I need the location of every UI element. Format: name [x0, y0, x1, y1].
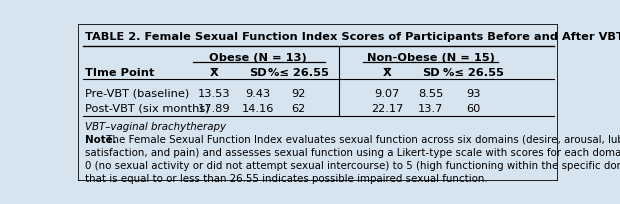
Text: Obese (N = 13): Obese (N = 13) [209, 53, 306, 63]
Text: %≤ 26.55: %≤ 26.55 [268, 68, 329, 78]
Text: 62: 62 [291, 103, 306, 113]
Text: 9.07: 9.07 [374, 88, 400, 98]
Text: X̅: X̅ [383, 68, 392, 78]
Text: Pre-VBT (baseline): Pre-VBT (baseline) [85, 88, 190, 98]
Text: X̅: X̅ [210, 68, 219, 78]
Text: SD: SD [249, 68, 267, 78]
Text: 14.16: 14.16 [242, 103, 274, 113]
Text: Non-Obese (N = 15): Non-Obese (N = 15) [367, 53, 495, 63]
Text: 13.53: 13.53 [198, 88, 231, 98]
Text: 93: 93 [467, 88, 481, 98]
Text: Note.: Note. [85, 134, 117, 144]
Text: TABLE 2. Female Sexual Function Index Scores of Participants Before and After VB: TABLE 2. Female Sexual Function Index Sc… [85, 32, 620, 41]
FancyBboxPatch shape [78, 24, 558, 182]
Text: 92: 92 [291, 88, 306, 98]
Text: that is equal to or less than 26.55 indicates possible impaired sexual function.: that is equal to or less than 26.55 indi… [85, 173, 488, 183]
Text: 8.55: 8.55 [418, 88, 443, 98]
Text: 9.43: 9.43 [245, 88, 270, 98]
Text: 13.7: 13.7 [418, 103, 443, 113]
Text: %≤ 26.55: %≤ 26.55 [443, 68, 504, 78]
Text: VBT–vaginal brachytherapy: VBT–vaginal brachytherapy [85, 121, 226, 131]
Text: 22.17: 22.17 [371, 103, 404, 113]
Text: 60: 60 [467, 103, 481, 113]
Text: satisfaction, and pain) and assesses sexual function using a Likert-type scale w: satisfaction, and pain) and assesses sex… [85, 147, 620, 157]
Text: SD: SD [422, 68, 440, 78]
Text: Post-VBT (six months): Post-VBT (six months) [85, 103, 210, 113]
Text: 0 (no sexual activity or did not attempt sexual intercourse) to 5 (high function: 0 (no sexual activity or did not attempt… [85, 160, 620, 170]
Text: The Female Sexual Function Index evaluates sexual function across six domains (d: The Female Sexual Function Index evaluat… [104, 134, 620, 144]
Text: 17.89: 17.89 [198, 103, 231, 113]
Text: TIme Point: TIme Point [85, 68, 154, 78]
